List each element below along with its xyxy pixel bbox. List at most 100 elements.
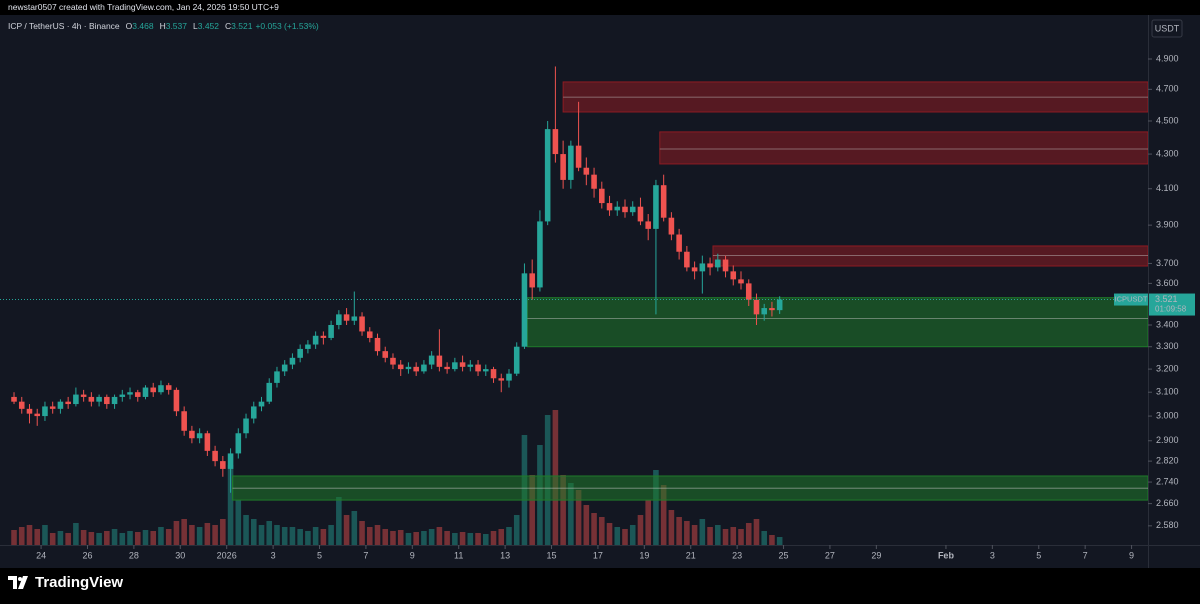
- y-tick-label: 4.700: [1156, 84, 1179, 94]
- candle-body: [111, 396, 118, 405]
- volume-bar: [444, 531, 450, 545]
- candle-body: [776, 299, 783, 311]
- volume-bar: [312, 527, 319, 545]
- volume-bar: [653, 470, 659, 545]
- candle-body: [552, 129, 559, 155]
- volume-bar: [374, 525, 381, 545]
- volume-bar: [467, 533, 474, 545]
- candle-body: [158, 385, 164, 393]
- volume-bar: [274, 525, 280, 545]
- volume-bar: [776, 537, 783, 545]
- volume-bar: [506, 527, 512, 545]
- candle-body: [243, 418, 249, 434]
- y-tick-label: 3.400: [1156, 319, 1179, 329]
- price-tag-text: 3.521: [1155, 294, 1178, 304]
- y-tick-label: 4.900: [1156, 53, 1179, 63]
- candle-body: [382, 351, 389, 358]
- volume-bar: [513, 515, 520, 545]
- candle-body: [397, 364, 404, 370]
- candle-body: [560, 154, 566, 180]
- candle-body: [660, 185, 667, 218]
- candle-body: [614, 206, 621, 211]
- ohlc-label: O: [125, 21, 133, 31]
- candle-body: [235, 433, 242, 454]
- candle-body: [568, 145, 574, 180]
- x-tick-label: 19: [639, 550, 649, 560]
- symbol-tag: [1114, 293, 1148, 306]
- volume-bar: [142, 530, 149, 545]
- zone: [659, 131, 1148, 165]
- candle-body: [150, 387, 157, 393]
- candle-body: [390, 357, 396, 365]
- candle-body: [320, 335, 327, 338]
- ohlc-label: C: [225, 21, 232, 31]
- volume-bar: [428, 529, 435, 545]
- candle-body: [483, 369, 489, 372]
- volume-bar: [769, 535, 775, 545]
- candle-body: [189, 430, 195, 439]
- candle-body: [366, 331, 373, 338]
- volume-bar: [691, 525, 698, 545]
- x-tick-label: 27: [825, 550, 835, 560]
- candle-body: [351, 316, 358, 321]
- volume-bar: [529, 475, 535, 545]
- candle-body: [328, 324, 334, 338]
- candle-body: [490, 369, 497, 379]
- volume-bar: [243, 515, 249, 545]
- brand: TradingView: [35, 574, 124, 591]
- volume-bar: [104, 531, 110, 545]
- volume-bar: [18, 527, 25, 545]
- candle-body: [65, 401, 71, 405]
- candle-body: [498, 378, 505, 381]
- x-tick-label: 9: [1129, 550, 1134, 560]
- volume-bar: [614, 527, 621, 545]
- candle-body: [196, 433, 203, 439]
- volume-bar: [421, 531, 427, 545]
- candle-body: [104, 396, 110, 405]
- volume-bar: [459, 532, 466, 545]
- candle-body: [289, 357, 296, 365]
- x-tick-label: 21: [686, 550, 696, 560]
- ohlc-value: 3.468: [132, 21, 154, 31]
- volume-bar: [305, 531, 311, 545]
- x-tick-label: 17: [593, 550, 603, 560]
- zone: [526, 297, 1148, 348]
- candle-body: [622, 206, 628, 213]
- volume-bar: [483, 534, 489, 545]
- volume-bar: [490, 531, 497, 545]
- candle-body: [250, 406, 257, 419]
- candle-body: [707, 263, 713, 268]
- candle-body: [336, 314, 342, 325]
- x-tick-label: 9: [410, 550, 415, 560]
- volume-bar: [297, 529, 303, 545]
- volume-bar: [96, 533, 102, 545]
- volume-bar: [11, 530, 17, 545]
- volume-bar: [738, 529, 744, 545]
- price-tag: [1149, 293, 1195, 316]
- y-tick-label: 4.100: [1156, 183, 1179, 193]
- countdown: 01:09:58: [1155, 305, 1187, 314]
- footer: TradingView: [8, 574, 123, 591]
- y-tick-label: 3.700: [1156, 258, 1179, 268]
- volume-bar: [212, 525, 218, 545]
- candle-body: [444, 366, 450, 370]
- y-tick-label: 2.580: [1156, 520, 1179, 530]
- volume-bar: [134, 532, 141, 545]
- volume-bar: [150, 531, 157, 545]
- candle-body: [297, 348, 303, 358]
- volume-bar: [158, 527, 164, 545]
- volume-bar: [390, 531, 396, 545]
- volume-bar: [637, 515, 644, 545]
- volume-bar: [660, 485, 667, 545]
- candle-body: [266, 382, 273, 402]
- ohlc-value: 3.452: [197, 21, 220, 31]
- candle-body: [761, 308, 767, 315]
- candle-body: [730, 271, 737, 280]
- volume-bar: [73, 523, 79, 545]
- plot: [11, 66, 1148, 545]
- candle-body: [413, 366, 419, 372]
- y-tick-label: 2.660: [1156, 498, 1179, 508]
- volume-bar: [204, 523, 211, 545]
- candle-body: [96, 396, 102, 402]
- volume-bar: [196, 527, 203, 545]
